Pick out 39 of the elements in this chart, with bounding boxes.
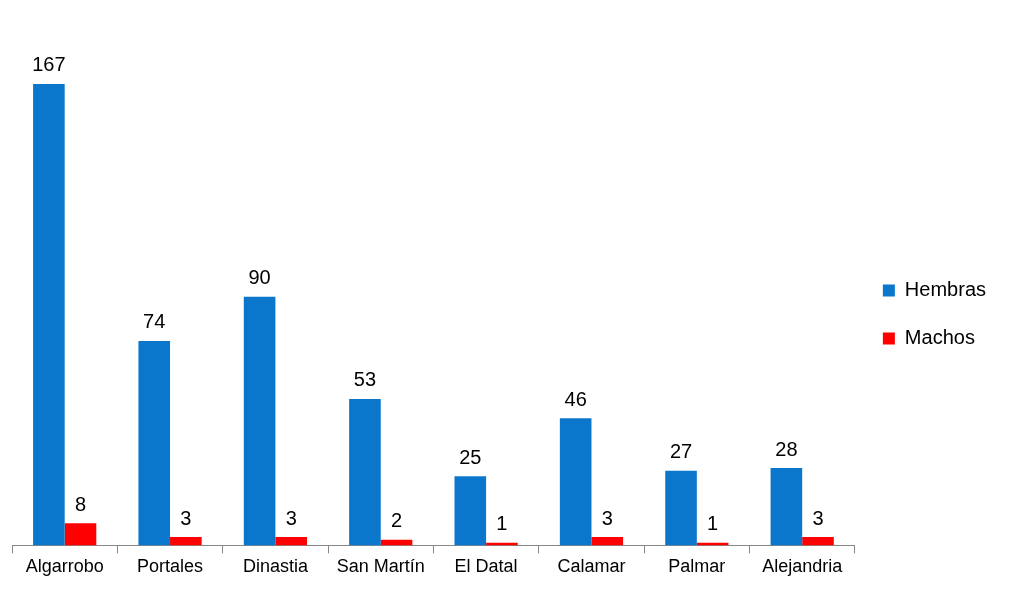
data-label: 3: [180, 506, 192, 529]
x-tick-label: Alejandria: [762, 556, 844, 577]
data-label: 53: [353, 368, 377, 391]
data-label: 3: [285, 506, 297, 529]
data-label: 46: [564, 387, 587, 410]
legend-label: Machos: [904, 326, 975, 349]
bar: [802, 537, 834, 546]
x-tick-label: Algarrobo: [25, 556, 104, 577]
bar: [559, 418, 592, 546]
data-label: 1: [707, 512, 719, 535]
x-tick-label: San Martín: [336, 556, 425, 577]
legend-label: Hembras: [904, 278, 987, 301]
data-label: 3: [601, 506, 613, 529]
bar: [170, 537, 202, 546]
data-label: 2: [391, 509, 403, 532]
data-label: 90: [248, 266, 271, 289]
bar: [591, 537, 624, 546]
bar: [349, 398, 381, 546]
data-label: 3: [812, 506, 824, 529]
bar: [138, 340, 171, 546]
x-tick-label: Calamar: [557, 556, 626, 577]
x-tick-label: Palmar: [668, 556, 726, 577]
bar: [770, 468, 803, 546]
bar: [64, 523, 97, 546]
bar: [275, 537, 307, 546]
bar: [454, 476, 487, 546]
data-label: 1: [496, 512, 508, 535]
data-label: 8: [74, 492, 87, 515]
x-tick-label: Portales: [137, 556, 204, 577]
data-label: 167: [32, 53, 66, 76]
x-tick-label: El Datal: [454, 556, 518, 577]
data-label: 27: [669, 440, 693, 463]
bar: [665, 470, 697, 546]
data-label: 74: [143, 310, 166, 333]
bar: [243, 296, 276, 546]
data-label: 28: [775, 437, 798, 460]
bar: [33, 83, 65, 546]
data-label: 25: [459, 445, 482, 468]
x-tick-label: Dinastia: [242, 556, 309, 577]
